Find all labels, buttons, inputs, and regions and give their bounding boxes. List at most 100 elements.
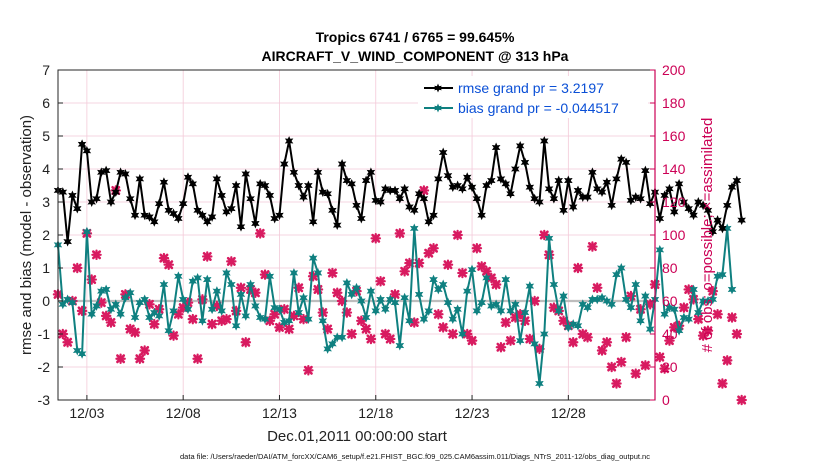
rmse-point	[669, 206, 679, 217]
obs-point	[360, 323, 372, 335]
rmse-point	[169, 208, 178, 219]
bias-point	[260, 314, 270, 325]
rmse-point	[535, 197, 544, 207]
obs-point	[201, 251, 213, 262]
obs-point	[620, 332, 632, 343]
rmse-point	[236, 221, 246, 232]
obs-series	[52, 185, 747, 406]
rmse-point	[549, 193, 559, 204]
obs-point	[572, 262, 584, 274]
bias-point	[409, 223, 419, 234]
obs-point	[370, 233, 382, 244]
rmse-point	[424, 216, 434, 227]
obs-point	[149, 318, 160, 330]
rmse-point	[539, 136, 549, 146]
tick-label-x: 12/13	[262, 405, 297, 421]
rmse-point	[737, 215, 746, 226]
bias-point	[718, 269, 727, 280]
rmse-point	[718, 223, 727, 234]
bias-point	[207, 304, 217, 315]
obs-point	[452, 229, 463, 241]
rmse-point	[727, 182, 737, 193]
bias-point	[438, 279, 448, 290]
bias-point	[116, 309, 125, 320]
rmse-point	[116, 167, 125, 178]
rmse-point	[520, 157, 530, 168]
bias-point	[612, 269, 621, 280]
obs-point	[91, 249, 102, 261]
bias-point	[68, 297, 77, 308]
obs-point	[567, 336, 579, 348]
rmse-point	[227, 203, 236, 214]
bias-point	[515, 335, 525, 346]
rmse-point	[409, 205, 419, 216]
rmse-point	[501, 178, 511, 189]
rmse-point	[698, 200, 708, 211]
rmse-point	[231, 180, 241, 191]
bias-point	[568, 319, 578, 330]
rmse-point	[82, 145, 92, 156]
legend-bias-marker	[434, 103, 442, 113]
rmse-point	[77, 139, 87, 150]
bias-point	[193, 272, 202, 283]
tick-label-right: 100	[662, 227, 686, 243]
obs-point	[399, 266, 410, 277]
rmse-point	[246, 193, 255, 204]
bias-point	[159, 279, 169, 290]
obs-point	[168, 330, 179, 341]
bias-point	[597, 292, 607, 303]
bias-point	[448, 314, 458, 325]
bias-point	[212, 286, 222, 297]
rmse-point	[458, 183, 467, 194]
rmse-point	[101, 165, 111, 176]
bias-point	[357, 296, 366, 306]
rmse-point	[381, 183, 390, 194]
obs-point	[206, 318, 218, 330]
bias-point	[636, 315, 645, 326]
obs-point	[611, 378, 622, 389]
rmse-point	[722, 200, 732, 211]
rmse-point	[111, 187, 121, 198]
rmse-point	[597, 187, 607, 198]
bias-point	[472, 305, 482, 316]
bias-point	[227, 279, 236, 290]
tick-label-left: 5	[42, 128, 50, 144]
rmse-point	[390, 185, 400, 196]
bias-point	[554, 305, 563, 316]
rmse-point	[679, 197, 689, 207]
tick-label-left: -3	[38, 392, 51, 408]
bias-point	[125, 287, 135, 298]
obs-point	[736, 394, 747, 406]
obs-point	[587, 241, 598, 252]
rmse-point	[602, 177, 612, 188]
rmse-point	[491, 142, 501, 153]
obs-point	[76, 305, 88, 317]
bias-point	[72, 345, 82, 356]
obs-point	[365, 333, 377, 345]
right-axis: 0 20 40 60 80 100 120 140 160 180 200	[650, 62, 686, 408]
left-axis: -3 -2 -1 0 1 2 3 4 5 6 7	[38, 62, 63, 408]
rmse-point	[361, 175, 371, 186]
obs-point	[423, 247, 434, 259]
tick-label-right: 160	[662, 128, 686, 144]
obs-point	[476, 261, 487, 272]
rmse-point	[72, 203, 82, 214]
obs-point	[433, 308, 444, 320]
rmse-point	[275, 210, 284, 221]
rmse-point	[313, 167, 323, 178]
bias-point	[106, 304, 116, 315]
bias-point	[92, 301, 101, 311]
bias-point	[424, 305, 434, 316]
bias-point	[63, 294, 72, 305]
rmse-point	[583, 192, 592, 203]
rmse-point	[251, 218, 260, 229]
bias-point	[694, 307, 703, 318]
bias-point	[482, 272, 491, 283]
bias-point	[400, 292, 409, 303]
obs-point	[100, 310, 112, 322]
tick-label-right: 200	[662, 62, 686, 78]
rmse-point	[121, 169, 130, 179]
bias-point	[429, 274, 438, 285]
rmse-point	[414, 188, 424, 199]
bias-point	[462, 286, 472, 297]
